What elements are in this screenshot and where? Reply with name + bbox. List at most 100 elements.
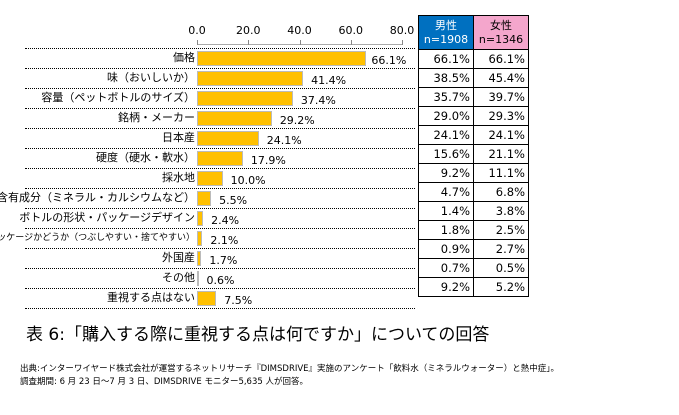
male-value: 24.1% — [418, 125, 474, 145]
row-divider — [25, 68, 415, 69]
row-divider — [25, 288, 415, 289]
bar — [197, 151, 243, 166]
category-label: エコパッケージかどうか（つぶしやすい・捨てやすい） — [0, 233, 195, 243]
data-label: 29.2% — [279, 114, 315, 127]
table-row: 9.2% 5.2% — [418, 277, 529, 297]
bar — [197, 111, 272, 126]
table-row: 0.9% 2.7% — [418, 239, 529, 259]
female-label: 女性 — [490, 18, 512, 32]
table-row: 4.7% 6.8% — [418, 182, 529, 202]
data-label: 2.4% — [211, 214, 240, 227]
table-row: 29.0% 29.3% — [418, 106, 529, 126]
female-value: 11.1% — [473, 163, 529, 183]
source-note: 出典:インターワイヤード株式会社が運営するネットリサーチ『DIMSDRIVE』実… — [20, 364, 559, 374]
data-label: 1.7% — [209, 254, 238, 267]
female-header: 女性 n=1346 — [473, 15, 529, 50]
data-label: 7.5% — [224, 294, 253, 307]
female-value: 45.4% — [473, 68, 529, 88]
bar — [197, 291, 217, 306]
female-value: 5.2% — [473, 277, 529, 297]
table-row: 24.1% 24.1% — [418, 125, 529, 145]
category-label: 日本産 — [162, 131, 195, 144]
female-value: 6.8% — [473, 182, 529, 202]
male-value: 66.1% — [418, 49, 474, 69]
data-label: 5.5% — [219, 194, 248, 207]
tick-label: 40.0 — [287, 24, 312, 37]
row-divider — [25, 148, 415, 149]
male-value: 4.7% — [418, 182, 474, 202]
row-divider — [25, 308, 415, 309]
tick-label: 60.0 — [338, 24, 364, 37]
row-divider — [25, 168, 415, 169]
row-divider — [25, 128, 415, 129]
tick-mark — [402, 40, 403, 45]
data-label: 66.1% — [371, 54, 407, 67]
female-value: 66.1% — [473, 49, 529, 69]
tick-mark — [248, 40, 250, 45]
female-value: 39.7% — [473, 87, 529, 107]
male-value: 1.4% — [418, 201, 474, 221]
male-value: 0.9% — [418, 239, 474, 259]
row-divider — [25, 268, 415, 269]
male-label: 男性 — [435, 18, 457, 32]
row-divider — [25, 208, 415, 209]
bar — [197, 231, 203, 246]
male-value: 9.2% — [418, 277, 474, 297]
tick-mark — [299, 40, 301, 45]
bar — [197, 51, 367, 66]
category-label: 含有成分（ミネラル・カルシウムなど） — [0, 191, 195, 204]
row-divider — [25, 88, 415, 89]
female-value: 0.5% — [473, 258, 529, 278]
chart-title: 表 6:「購入する際に重視する点は何ですか」についての回答 — [26, 325, 490, 345]
male-value: 15.6% — [418, 144, 474, 164]
table-row: 9.2% 11.1% — [418, 163, 529, 183]
data-label: 2.1% — [210, 234, 239, 247]
category-label: 銘柄・メーカー — [118, 111, 195, 124]
tick-label: 20.0 — [236, 24, 261, 37]
data-label: 17.9% — [250, 154, 286, 167]
bar — [197, 71, 304, 86]
row-divider — [25, 48, 415, 49]
category-label: 価格 — [173, 51, 195, 64]
category-label: 容量（ペットボトルのサイズ） — [41, 91, 195, 104]
tick-label: 80.0 — [389, 24, 415, 37]
category-label: 採水地 — [162, 171, 195, 184]
male-value: 38.5% — [418, 68, 474, 88]
gender-table: 男性 n=1908 女性 n=1346 66.1% 66.1% 38.5% 45.4% 35… — [418, 15, 529, 297]
category-label: 硬度（硬水・軟水） — [96, 151, 195, 164]
data-label: 24.1% — [266, 134, 302, 147]
tick-label: 0.0 — [188, 24, 206, 37]
table-row: 1.4% 3.8% — [418, 201, 529, 221]
female-value: 3.8% — [473, 201, 529, 221]
row-divider — [25, 108, 415, 109]
bar — [197, 271, 199, 286]
period-note: 調査期間: 6 月 23 日〜7 月 3 日、DIMSDRIVE モニター5,6… — [20, 377, 308, 387]
category-label: 味（おいしいか） — [107, 71, 195, 84]
female-value: 29.3% — [473, 106, 529, 126]
bar — [197, 171, 223, 186]
female-value: 24.1% — [473, 125, 529, 145]
table-row: 15.6% 21.1% — [418, 144, 529, 164]
data-label: 0.6% — [206, 274, 235, 287]
category-label: 外国産 — [162, 251, 195, 264]
male-value: 0.7% — [418, 258, 474, 278]
row-divider — [25, 248, 415, 249]
male-n: n=1908 — [423, 32, 469, 46]
data-label: 10.0% — [230, 174, 266, 187]
data-label: 41.4% — [311, 74, 347, 87]
male-value: 35.7% — [418, 87, 474, 107]
category-label: その他 — [162, 271, 195, 284]
table-row: 35.7% 39.7% — [418, 87, 529, 107]
female-n: n=1346 — [478, 32, 524, 46]
male-value: 9.2% — [418, 163, 474, 183]
female-value: 21.1% — [473, 144, 529, 164]
bar — [197, 191, 212, 206]
row-divider — [25, 188, 415, 189]
data-label: 37.4% — [300, 94, 336, 107]
row-divider — [25, 228, 415, 229]
bar — [197, 131, 259, 146]
male-header: 男性 n=1908 — [418, 15, 474, 50]
category-label: ボトルの形状・パッケージデザイン — [19, 211, 195, 224]
tick-mark — [197, 40, 198, 45]
